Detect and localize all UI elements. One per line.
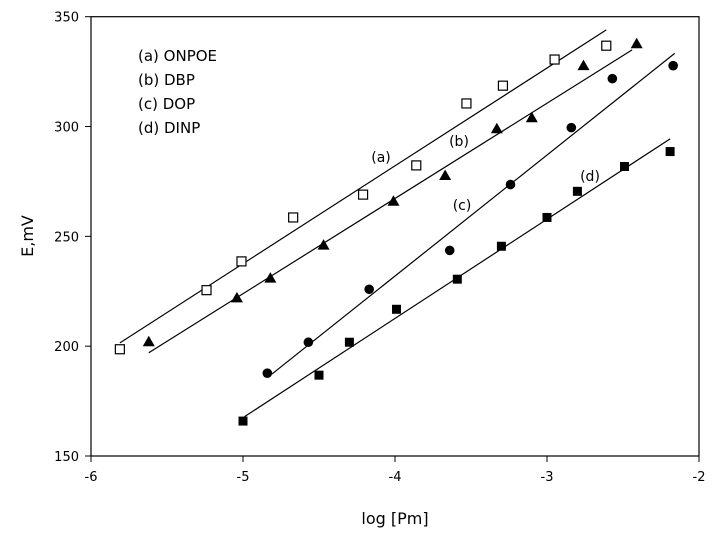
filled-square-marker (572, 186, 582, 196)
fit-line-2 (271, 52, 676, 375)
legend-entry: (a) ONPOE (138, 47, 217, 65)
open-square-marker (461, 98, 472, 109)
y-tick-label: 300 (54, 121, 79, 136)
filled-square-marker (392, 304, 402, 314)
y-tick-label: 200 (54, 340, 79, 355)
filled-circle-marker (364, 284, 374, 295)
x-tick-label: -2 (693, 470, 706, 485)
filled-circle-marker (262, 368, 273, 378)
x-axis-label: log [Pm] (361, 509, 428, 528)
filled-circle-marker (668, 60, 678, 71)
filled-triangle-marker (230, 291, 243, 303)
fit-line-0 (119, 29, 607, 344)
series-label: (b) (449, 134, 469, 150)
filled-triangle-marker (630, 37, 643, 49)
filled-square-marker (542, 212, 552, 222)
filled-square-marker (496, 241, 506, 251)
x-tick-label: -6 (85, 470, 98, 485)
series-label: (d) (580, 169, 600, 185)
filled-circle-marker (566, 122, 577, 133)
legend-entry: (d) DINP (138, 119, 200, 137)
open-square-marker (411, 160, 422, 171)
legend: (a) ONPOE (b) DBP (c) DOP (d) DINP (138, 47, 217, 137)
data-points (114, 37, 678, 426)
filled-square-marker (344, 337, 354, 347)
y-tick-label: 150 (54, 450, 79, 465)
filled-square-marker (238, 416, 248, 426)
filled-square-marker (314, 370, 324, 380)
series-labels: (a) (b) (c) (d) (371, 134, 600, 214)
y-tick-label: 250 (54, 230, 79, 245)
fit-lines (119, 29, 676, 418)
filled-triangle-marker (142, 335, 155, 347)
filled-square-marker (620, 162, 630, 172)
series-label: (a) (371, 150, 391, 166)
open-square-marker (201, 285, 212, 296)
series-label: (c) (453, 198, 472, 214)
x-tick-label: -5 (237, 470, 250, 485)
filled-square-marker (452, 274, 462, 284)
filled-triangle-marker (439, 169, 452, 181)
filled-triangle-marker (264, 272, 277, 283)
x-tick-label: -3 (541, 470, 554, 485)
axes: -6 -5 -4 -3 -2 150 200 250 300 350 (54, 11, 705, 485)
filled-square-marker (665, 147, 675, 157)
filled-triangle-marker (490, 122, 503, 134)
y-tick-label: 350 (54, 11, 79, 26)
filled-circle-marker (607, 73, 618, 84)
filled-triangle-marker (577, 59, 590, 71)
legend-entry: (c) DOP (138, 95, 195, 113)
open-square-marker (114, 344, 125, 355)
x-tick-label: -4 (389, 470, 402, 485)
open-square-marker (288, 212, 299, 223)
y-axis-label: E,mV (18, 215, 37, 257)
filled-triangle-marker (525, 111, 538, 123)
filled-circle-marker (444, 245, 455, 256)
filled-circle-marker (505, 179, 516, 190)
open-square-marker (601, 40, 612, 51)
filled-triangle-marker (387, 195, 400, 206)
open-square-marker (497, 80, 509, 91)
filled-triangle-marker (317, 239, 330, 250)
filled-circle-marker (303, 337, 314, 348)
legend-entry: (b) DBP (138, 71, 195, 89)
open-square-marker (236, 256, 247, 267)
open-square-marker (549, 54, 560, 65)
open-square-marker (357, 189, 369, 200)
